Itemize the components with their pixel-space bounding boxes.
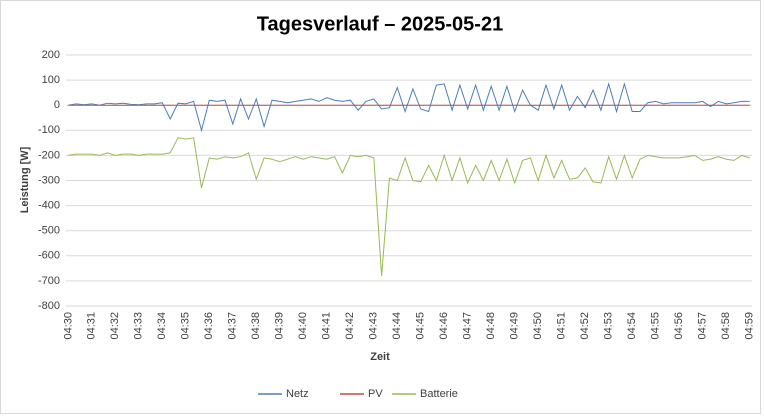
legend-label: Batterie bbox=[420, 388, 458, 400]
series-line bbox=[68, 82, 750, 133]
y-tick-label: -700 bbox=[38, 275, 60, 287]
x-tick-label: 04:41 bbox=[321, 312, 333, 340]
y-tick-label: -800 bbox=[38, 300, 60, 312]
x-tick-label: 04:38 bbox=[250, 312, 262, 340]
y-tick-label: -500 bbox=[38, 225, 60, 237]
y-tick-label: -100 bbox=[38, 124, 60, 136]
x-tick-label: 04:40 bbox=[297, 312, 309, 340]
y-tick-label: -200 bbox=[38, 149, 60, 161]
y-tick-label: 100 bbox=[42, 74, 60, 86]
y-axis-label: Leistung [W] bbox=[19, 146, 31, 213]
chart-title: Tagesverlauf – 2025-05-21 bbox=[257, 13, 503, 35]
x-tick-label: 04:30 bbox=[62, 312, 74, 340]
x-tick-label: 04:31 bbox=[86, 312, 98, 340]
x-tick-label: 04:57 bbox=[697, 312, 709, 340]
x-tick-label: 04:54 bbox=[626, 312, 638, 340]
y-tick-label: 200 bbox=[42, 49, 60, 61]
legend-label: PV bbox=[368, 388, 383, 400]
y-tick-label: -600 bbox=[38, 250, 60, 262]
x-tick-label: 04:49 bbox=[509, 312, 521, 340]
x-tick-label: 04:55 bbox=[650, 312, 662, 340]
x-tick-label: 04:33 bbox=[133, 312, 145, 340]
x-tick-label: 04:35 bbox=[180, 312, 192, 340]
y-tick-label: -400 bbox=[38, 200, 60, 212]
x-tick-label: 04:42 bbox=[344, 312, 356, 340]
x-tick-label: 04:46 bbox=[438, 312, 450, 340]
y-tick-label: 0 bbox=[54, 99, 60, 111]
x-tick-label: 04:44 bbox=[391, 312, 403, 340]
x-axis-label: Zeit bbox=[370, 351, 390, 363]
x-tick-label: 04:39 bbox=[274, 312, 286, 340]
x-tick-label: 04:56 bbox=[673, 312, 685, 340]
legend-label: Netz bbox=[286, 388, 309, 400]
x-tick-label: 04:34 bbox=[156, 312, 168, 340]
x-tick-label: 04:48 bbox=[485, 312, 497, 340]
y-tick-label: -300 bbox=[38, 174, 60, 186]
x-tick-label: 04:58 bbox=[720, 312, 732, 340]
x-tick-label: 04:43 bbox=[368, 312, 380, 340]
x-tick-label: 04:52 bbox=[579, 312, 591, 340]
x-tick-label: 04:32 bbox=[109, 312, 121, 340]
x-tick-label: 04:50 bbox=[532, 312, 544, 340]
x-tick-label: 04:59 bbox=[744, 312, 756, 340]
x-tick-label: 04:53 bbox=[603, 312, 615, 340]
x-tick-label: 04:36 bbox=[203, 312, 215, 340]
x-tick-label: 04:45 bbox=[415, 312, 427, 340]
series-line bbox=[68, 137, 750, 276]
x-tick-label: 04:47 bbox=[462, 312, 474, 340]
x-tick-label: 04:37 bbox=[227, 312, 239, 340]
x-tick-label: 04:51 bbox=[556, 312, 568, 340]
